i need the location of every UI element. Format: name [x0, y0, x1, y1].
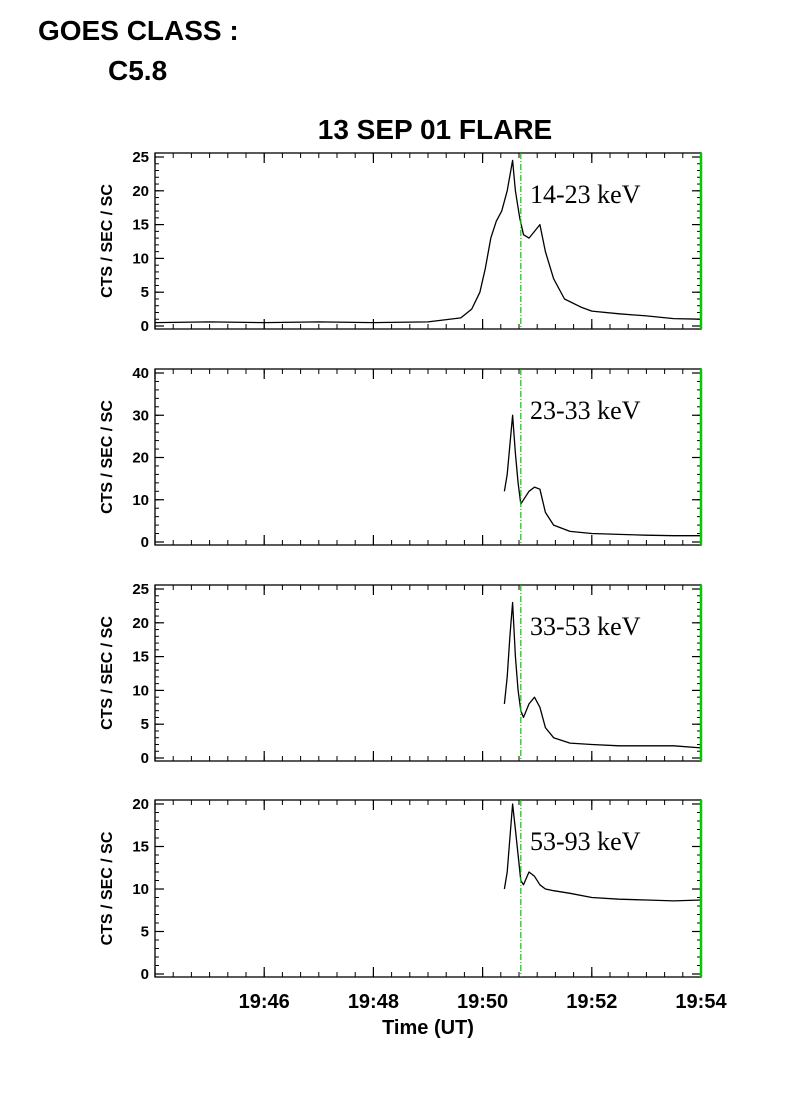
y-tick-label: 20	[132, 615, 149, 632]
y-axis-label: CTS / SEC / SC	[99, 184, 116, 298]
x-axis-label: Time (UT)	[382, 1017, 474, 1039]
y-axis-label: CTS / SEC / SC	[99, 616, 116, 730]
y-tick-label: 25	[132, 581, 149, 598]
count-rate-series	[503, 803, 702, 902]
y-tick-label: 0	[141, 534, 149, 551]
x-tick-label: 19:48	[348, 991, 399, 1013]
panel-2: 0 10 20 30 40 CTS / SEC / SC 23-33 keV	[99, 365, 703, 551]
energy-band-label: 53-93 keV	[530, 827, 641, 856]
panel-4: 0 5 10 15 20 CTS / SEC / SC 53-93 keV 19:46 19:4…	[99, 796, 727, 1013]
goes-class-label: GOES CLASS :	[38, 15, 239, 46]
energy-band-label: 33-53 keV	[530, 612, 641, 641]
x-tick-label: 19:50	[457, 991, 508, 1013]
count-rate-series	[154, 159, 702, 324]
y-axis-label: CTS / SEC / SC	[99, 400, 116, 514]
count-rate-series	[503, 414, 701, 537]
y-tick-label: 20	[132, 183, 149, 200]
y-tick-label: 5	[141, 924, 149, 941]
y-tick-label: 0	[141, 318, 149, 335]
y-tick-label: 25	[132, 149, 149, 166]
count-rate-series	[503, 601, 702, 749]
y-tick-label: 10	[132, 250, 149, 267]
energy-band-label: 23-33 keV	[530, 396, 641, 425]
y-tick-label: 5	[141, 716, 149, 733]
chart-title: 13 SEP 01 FLARE	[318, 114, 552, 145]
y-tick-label: 0	[141, 966, 149, 983]
panel-3: 0 5 10 15 20 25 CTS / SEC / SC 33-53 keV	[99, 581, 703, 767]
y-tick-label: 15	[132, 217, 149, 234]
x-tick-label: 19:52	[566, 991, 617, 1013]
panels: 0 5 10 15 20 25 CTS / SEC / SC 14-23 keV 0 10 20 30…	[99, 149, 727, 1013]
y-tick-label: 30	[132, 407, 149, 424]
y-tick-label: 20	[132, 450, 149, 467]
y-tick-label: 10	[132, 881, 149, 898]
goes-class-value: C5.8	[108, 55, 167, 86]
y-tick-label: 15	[132, 839, 149, 856]
panel-1: 0 5 10 15 20 25 CTS / SEC / SC 14-23 keV	[99, 149, 703, 335]
y-tick-label: 10	[132, 682, 149, 699]
x-tick-label: 19:46	[239, 991, 290, 1013]
energy-band-label: 14-23 keV	[530, 180, 641, 209]
y-tick-label: 0	[141, 750, 149, 767]
y-tick-label: 5	[141, 284, 149, 301]
y-tick-label: 10	[132, 492, 149, 509]
y-axis-label: CTS / SEC / SC	[99, 831, 116, 945]
y-tick-label: 20	[132, 796, 149, 813]
x-tick-label: 19:54	[675, 991, 727, 1013]
y-tick-label: 15	[132, 649, 149, 666]
y-tick-label: 40	[132, 365, 149, 382]
